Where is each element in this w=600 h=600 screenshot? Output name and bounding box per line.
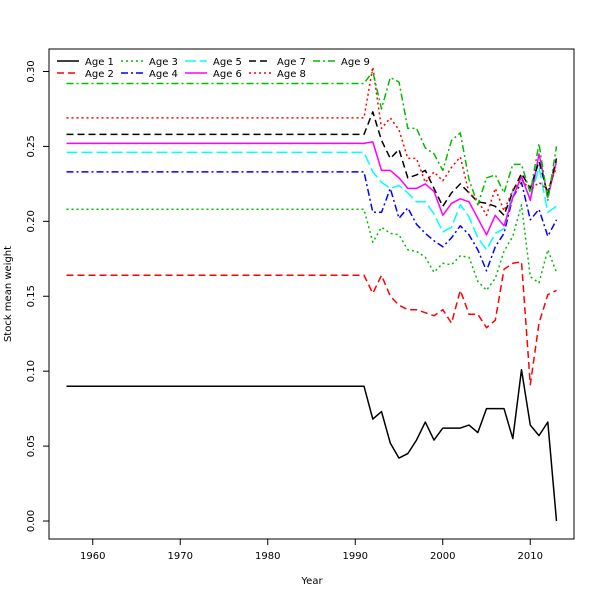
series-line-age-8	[66, 66, 558, 217]
x-tick-label: 1970	[168, 551, 193, 562]
x-tick-label: 1990	[343, 551, 368, 562]
series-layer	[66, 66, 558, 522]
series-line-age-4	[66, 171, 558, 272]
series-line-age-1	[66, 368, 558, 522]
legend-label: Age 2	[85, 69, 114, 80]
legend-label: Age 8	[277, 69, 306, 80]
legend-label: Age 3	[149, 57, 178, 68]
x-tick-label: 1960	[80, 551, 105, 562]
series-line-age-7	[66, 111, 558, 217]
series-line-age-3	[66, 204, 558, 292]
y-tick-label: 0.05	[26, 435, 37, 457]
legend-label: Age 7	[277, 57, 306, 68]
y-tick-label: 0.00	[26, 510, 37, 532]
legend-label: Age 1	[85, 57, 114, 68]
legend-label: Age 9	[341, 57, 370, 68]
x-axis: 1960 1970 1980 1990 2000 2010	[80, 539, 543, 562]
series-line-age-2	[66, 261, 557, 386]
x-tick-label: 2000	[430, 551, 455, 562]
y-axis-title: Stock mean weight	[3, 246, 14, 342]
series-line-age-9	[66, 70, 558, 206]
y-tick-label: 0.30	[26, 60, 37, 82]
x-tick-label: 1980	[255, 551, 280, 562]
y-tick-label: 0.25	[26, 135, 37, 157]
legend-label: Age 4	[149, 69, 178, 80]
y-tick-label: 0.20	[26, 210, 37, 232]
y-axis: 0.00 0.05 0.10 0.15 0.20 0.25 0.30	[26, 60, 49, 532]
plot-frame	[48, 48, 575, 540]
x-tick-label: 2010	[518, 551, 543, 562]
y-tick-label: 0.15	[26, 285, 37, 307]
legend-label: Age 6	[213, 69, 242, 80]
x-axis-title: Year	[300, 576, 323, 587]
y-tick-label: 0.10	[26, 360, 37, 382]
legend-label: Age 5	[213, 57, 242, 68]
